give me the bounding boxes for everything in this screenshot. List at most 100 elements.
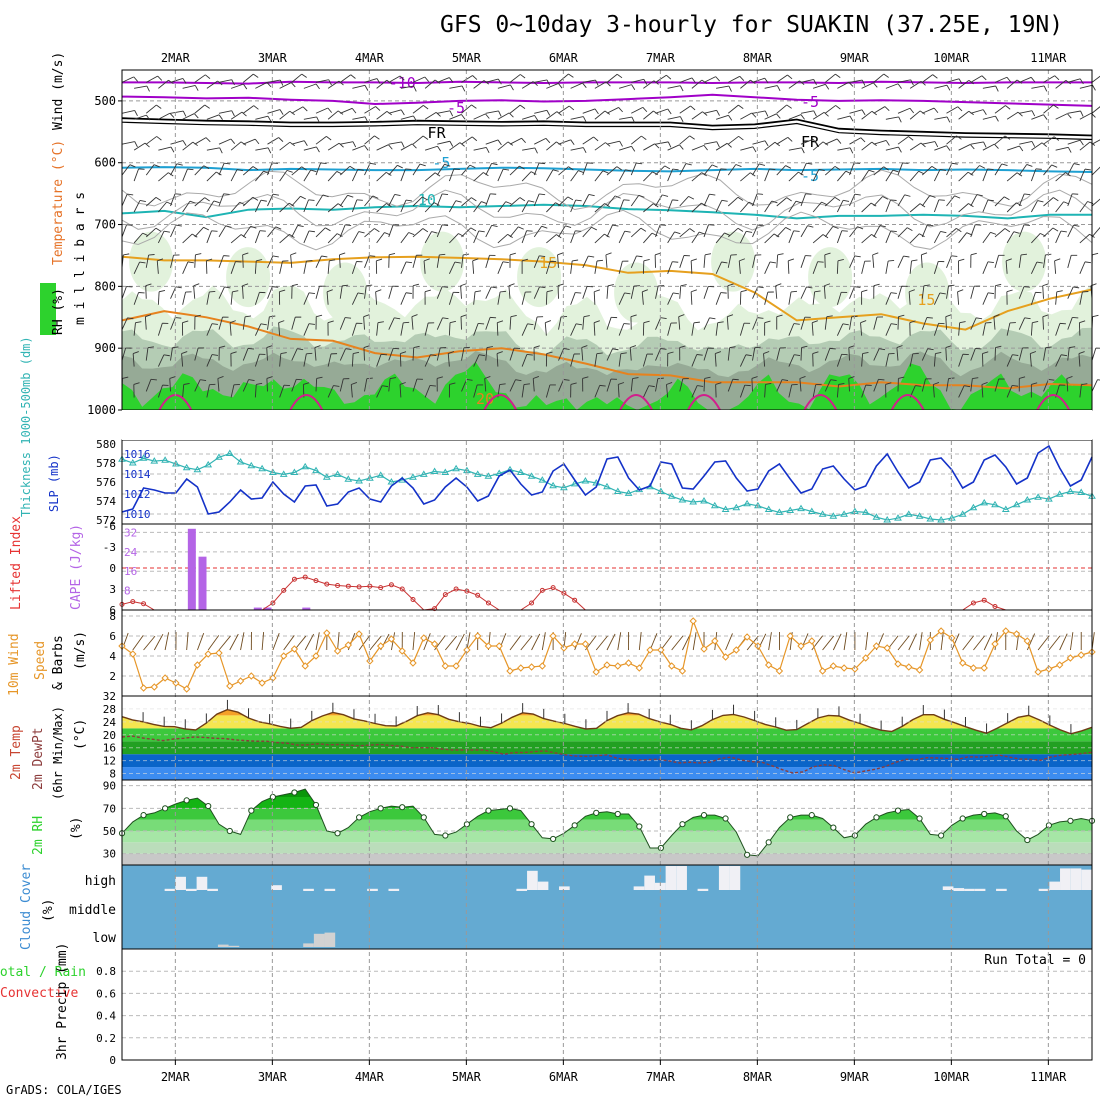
rh-shading (420, 231, 465, 292)
cloud-high-bar (665, 866, 677, 890)
wind-barb (250, 225, 257, 229)
wind-barb (145, 136, 157, 145)
wind-barb (301, 73, 307, 78)
wind-barb (218, 317, 223, 330)
wind-marker (711, 637, 719, 645)
wind-barb (933, 199, 940, 213)
wind-barb (448, 168, 455, 182)
wind-barb (1018, 347, 1023, 361)
wind-barb (399, 384, 402, 398)
wind-barb (727, 347, 731, 361)
date-label-bottom: 2MAR (161, 1070, 191, 1084)
wind-barb (909, 353, 914, 367)
wind-barb (842, 323, 849, 326)
wind-barb (279, 79, 284, 86)
wind-barb (813, 110, 817, 117)
thickness-marker (904, 510, 913, 517)
thickness-marker (689, 498, 698, 505)
wind-barb (496, 351, 503, 354)
wind-barb (1023, 224, 1030, 226)
wind-barb (594, 289, 601, 293)
wind-barb (533, 286, 540, 299)
wind-barb (491, 163, 498, 166)
rh-shading (905, 262, 950, 323)
thickness-marker (150, 457, 159, 464)
wind-barb (672, 292, 680, 295)
wind-barb (640, 227, 647, 232)
wind-barb (1031, 110, 1036, 117)
wind-barb (800, 317, 806, 330)
wind-barb (291, 140, 305, 145)
wind-barb (123, 253, 130, 256)
wind-barb (204, 104, 210, 109)
wind-barb (563, 379, 570, 381)
wind-barb (933, 107, 939, 114)
wind-barb (316, 376, 323, 379)
rh-marker (787, 814, 794, 821)
wind-barb (461, 197, 472, 207)
wind-barb (854, 193, 861, 196)
wind-barb (987, 292, 995, 295)
wind-barb (203, 226, 210, 231)
thickness-marker (473, 470, 482, 477)
wind-barb (861, 109, 866, 116)
wind-barb (800, 255, 806, 268)
li-marker (270, 600, 276, 606)
wind-barb (910, 79, 914, 86)
wind-barb (931, 166, 938, 170)
wind-barb (679, 85, 684, 92)
wind-barb (618, 169, 626, 182)
wind-barb (739, 258, 746, 262)
wind-barb (903, 255, 910, 258)
wind-barb (618, 84, 632, 89)
wind-barb (182, 261, 189, 275)
thickness-marker (1023, 496, 1032, 503)
wind-barb (471, 104, 477, 109)
wind-barb (279, 261, 283, 274)
wind-barb (364, 378, 368, 392)
contour-label: FR (428, 124, 447, 142)
wind-barb (528, 200, 535, 203)
wind-barb (497, 139, 502, 146)
wind-barb (970, 252, 977, 256)
rh-marker (916, 815, 923, 822)
wind-barb (739, 76, 745, 82)
wind-barb (376, 258, 383, 262)
wind-barb (593, 320, 600, 324)
wind-barb (630, 314, 637, 318)
wind-barb (693, 321, 700, 324)
wind-marker (409, 659, 417, 667)
wind-barb (872, 254, 875, 268)
wind-barb (375, 289, 382, 293)
wind-barb (834, 166, 841, 171)
wind-barb (897, 162, 903, 176)
wind-marker (657, 646, 665, 654)
wind-barb (906, 227, 913, 231)
contour-label: FR (801, 133, 820, 151)
wind-barb (958, 203, 969, 213)
wind-barb (715, 261, 722, 275)
wind-barb (424, 231, 432, 244)
wind-marker (506, 667, 514, 675)
wind-barb (751, 378, 753, 392)
wind-barb (982, 351, 989, 354)
wind-barb (242, 166, 254, 176)
wind-barb (752, 317, 758, 330)
wind-barb (1029, 353, 1032, 367)
wind-barb (764, 320, 771, 324)
wind-barb-10m (660, 635, 673, 651)
li-marker (141, 601, 147, 607)
wind-barb (664, 165, 671, 170)
wind-barb (515, 379, 522, 382)
wind-barb (703, 109, 717, 114)
li-marker (561, 590, 567, 596)
wind-barb (1055, 291, 1058, 305)
wind-barb (448, 322, 451, 336)
li-marker (464, 588, 470, 594)
cloud-high-bar (644, 875, 655, 890)
wind-barb (1026, 164, 1033, 167)
wind-barb (145, 314, 152, 318)
thickness-marker (937, 516, 945, 523)
wind-barb (267, 115, 272, 122)
wind-barb (461, 75, 473, 83)
